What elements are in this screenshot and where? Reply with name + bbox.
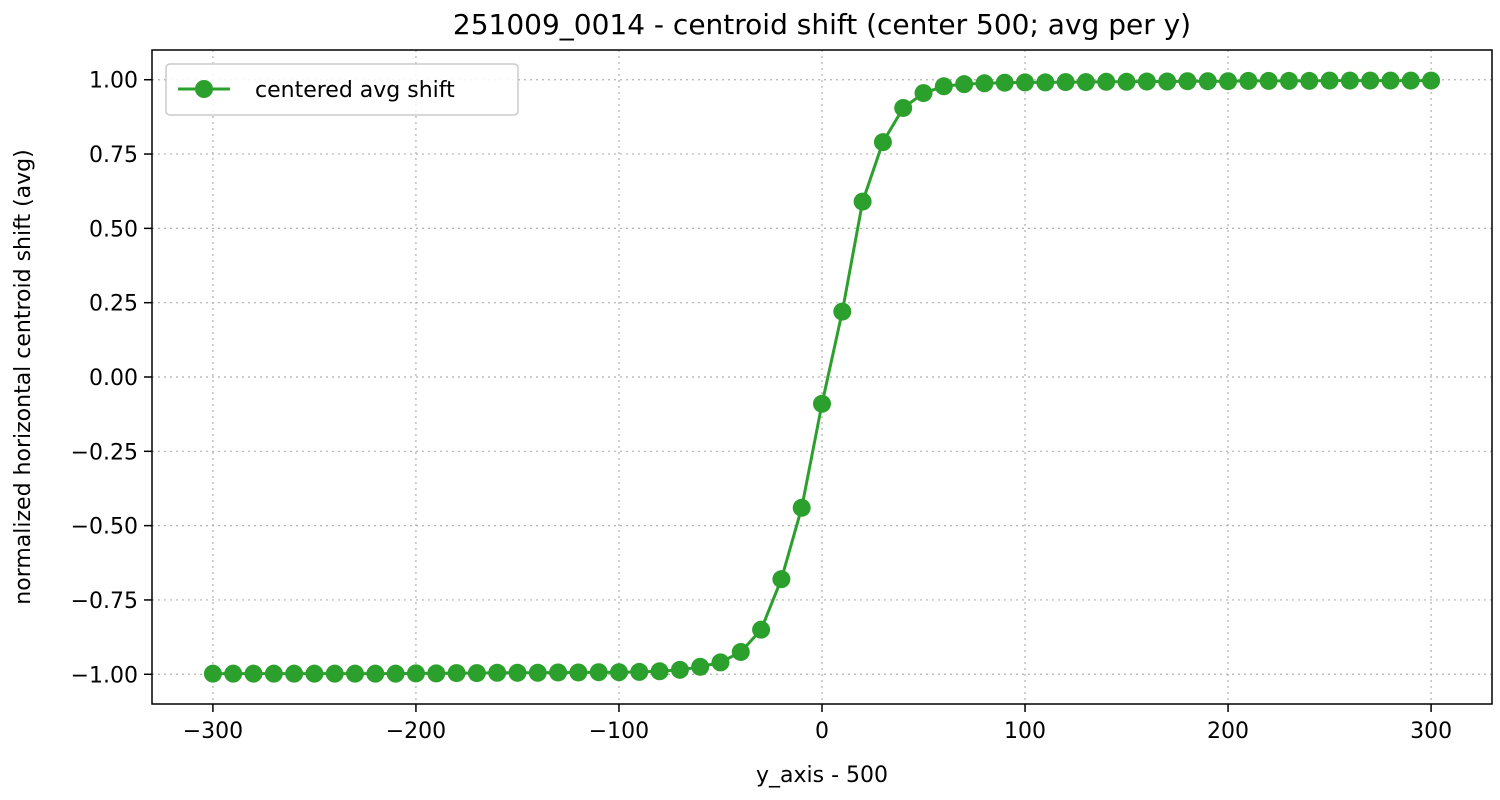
data-point [995, 73, 1014, 92]
data-point [1076, 73, 1095, 92]
y-tick-label: 0.25 [89, 292, 138, 317]
data-point [569, 663, 588, 682]
data-point [244, 664, 263, 683]
x-tick-label: 300 [1410, 719, 1452, 744]
data-point [203, 664, 222, 683]
data-point [488, 663, 507, 682]
axis-ticks: −300 −200 −100 0 100 200 300 −1.00 −0.75 −0.50 −0.… [71, 69, 1453, 744]
data-point [1036, 73, 1055, 92]
data-point [549, 663, 568, 682]
x-tick-label: −200 [386, 719, 446, 744]
data-point [1259, 71, 1278, 90]
data-point [670, 660, 689, 679]
data-point [325, 664, 344, 683]
data-point [1016, 73, 1035, 92]
plot-frame [151, 49, 1493, 705]
data-point [914, 84, 933, 103]
data-point [1401, 71, 1420, 90]
data-point [346, 664, 365, 683]
y-tick-label: −1.00 [71, 663, 138, 688]
data-point [1340, 71, 1359, 90]
data-point [752, 620, 771, 639]
data-point [264, 664, 283, 683]
data-point [467, 664, 486, 683]
data-point [630, 662, 649, 681]
data-point [1320, 71, 1339, 90]
grid-lines [152, 50, 1492, 704]
data-point [1422, 71, 1441, 90]
data-point [508, 663, 527, 682]
legend-marker [195, 80, 213, 98]
y-axis-label: normalized horizontal centroid shift (av… [11, 149, 36, 604]
data-point [1300, 71, 1319, 90]
y-tick-label: 1.00 [89, 69, 138, 94]
y-tick-label: −0.75 [71, 589, 138, 614]
x-tick-label: −300 [183, 719, 243, 744]
legend-box [165, 63, 519, 116]
data-point [1117, 72, 1136, 91]
data-point [934, 77, 953, 96]
data-point [528, 663, 547, 682]
data-point [224, 664, 243, 683]
legend: centered avg shift [165, 63, 519, 116]
data-point [1381, 71, 1400, 90]
data-point [853, 192, 872, 211]
data-point [366, 664, 385, 683]
chart-title: 251009_0014 - centroid shift (center 500… [453, 8, 1191, 41]
series-layer [203, 71, 1441, 683]
data-point [386, 664, 405, 683]
data-point [1158, 72, 1177, 91]
data-point [609, 663, 628, 682]
data-point [589, 663, 608, 682]
data-point [1219, 72, 1238, 91]
data-point [1198, 72, 1217, 91]
data-point [1178, 72, 1197, 91]
data-point [731, 642, 750, 661]
x-tick-label: 100 [1004, 719, 1046, 744]
x-axis-label: y_axis - 500 [756, 763, 888, 788]
data-point [650, 662, 669, 681]
data-point [975, 74, 994, 93]
data-point [406, 664, 425, 683]
y-tick-label: 0.75 [89, 143, 138, 168]
data-point [873, 133, 892, 152]
data-point [1279, 71, 1298, 90]
data-point [1239, 71, 1258, 90]
data-point [1097, 72, 1116, 91]
x-tick-label: −100 [589, 719, 649, 744]
data-point [955, 75, 974, 94]
y-tick-label: −0.25 [71, 440, 138, 465]
y-tick-label: −0.50 [71, 515, 138, 540]
data-point [1361, 71, 1380, 90]
data-point [427, 664, 446, 683]
data-point [1056, 73, 1075, 92]
data-point [833, 302, 852, 321]
data-point [772, 570, 791, 589]
data-point [894, 98, 913, 117]
data-point [1137, 72, 1156, 91]
x-tick-label: 0 [815, 719, 829, 744]
legend-label: centered avg shift [255, 78, 455, 103]
data-point [711, 653, 730, 672]
data-point [792, 498, 811, 517]
y-tick-label: 0.50 [89, 217, 138, 242]
x-tick-label: 200 [1207, 719, 1249, 744]
data-point [305, 664, 324, 683]
data-point [447, 664, 466, 683]
y-tick-label: 0.00 [89, 366, 138, 391]
data-point [813, 394, 831, 413]
data-point [285, 664, 304, 683]
data-point [691, 657, 710, 676]
